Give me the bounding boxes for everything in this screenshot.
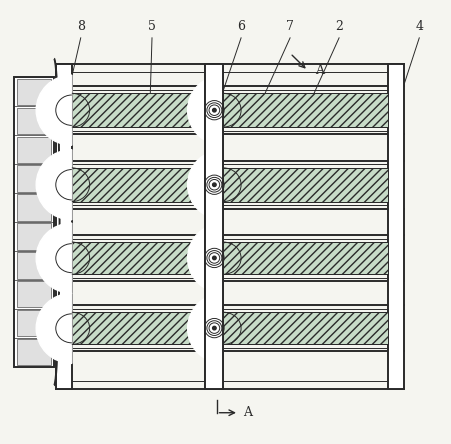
- Text: 4: 4: [415, 20, 423, 33]
- Text: A: A: [315, 64, 323, 77]
- Circle shape: [207, 103, 222, 118]
- Bar: [223, 93, 388, 127]
- Bar: [17, 194, 51, 221]
- Bar: [14, 77, 54, 367]
- Bar: [388, 64, 404, 388]
- Bar: [17, 310, 51, 337]
- Wedge shape: [36, 75, 72, 145]
- Bar: [206, 64, 223, 388]
- Text: A: A: [244, 406, 252, 419]
- Bar: [223, 242, 388, 274]
- Text: 5: 5: [148, 20, 156, 33]
- Bar: [17, 107, 51, 134]
- Wedge shape: [188, 75, 223, 145]
- Wedge shape: [36, 150, 72, 220]
- Bar: [17, 166, 51, 192]
- Bar: [17, 223, 51, 250]
- Bar: [72, 93, 206, 127]
- Circle shape: [212, 326, 216, 330]
- Circle shape: [212, 183, 216, 186]
- Bar: [72, 312, 206, 345]
- Bar: [223, 312, 388, 345]
- Bar: [56, 64, 72, 388]
- Bar: [223, 168, 388, 202]
- Bar: [206, 64, 223, 388]
- Bar: [17, 136, 51, 163]
- Bar: [17, 79, 51, 105]
- Bar: [17, 281, 51, 308]
- Wedge shape: [36, 293, 72, 363]
- Text: 7: 7: [286, 20, 294, 33]
- Bar: [17, 339, 51, 365]
- Circle shape: [212, 108, 216, 112]
- Wedge shape: [188, 293, 223, 363]
- Circle shape: [207, 177, 222, 192]
- Wedge shape: [188, 223, 223, 293]
- Text: 2: 2: [335, 20, 343, 33]
- Circle shape: [212, 256, 216, 260]
- Wedge shape: [188, 150, 223, 220]
- Text: 8: 8: [77, 20, 85, 33]
- Bar: [17, 252, 51, 278]
- Bar: [72, 242, 206, 274]
- Circle shape: [207, 250, 222, 266]
- Bar: [72, 168, 206, 202]
- Wedge shape: [36, 223, 72, 293]
- Text: 6: 6: [237, 20, 245, 33]
- Circle shape: [207, 321, 222, 336]
